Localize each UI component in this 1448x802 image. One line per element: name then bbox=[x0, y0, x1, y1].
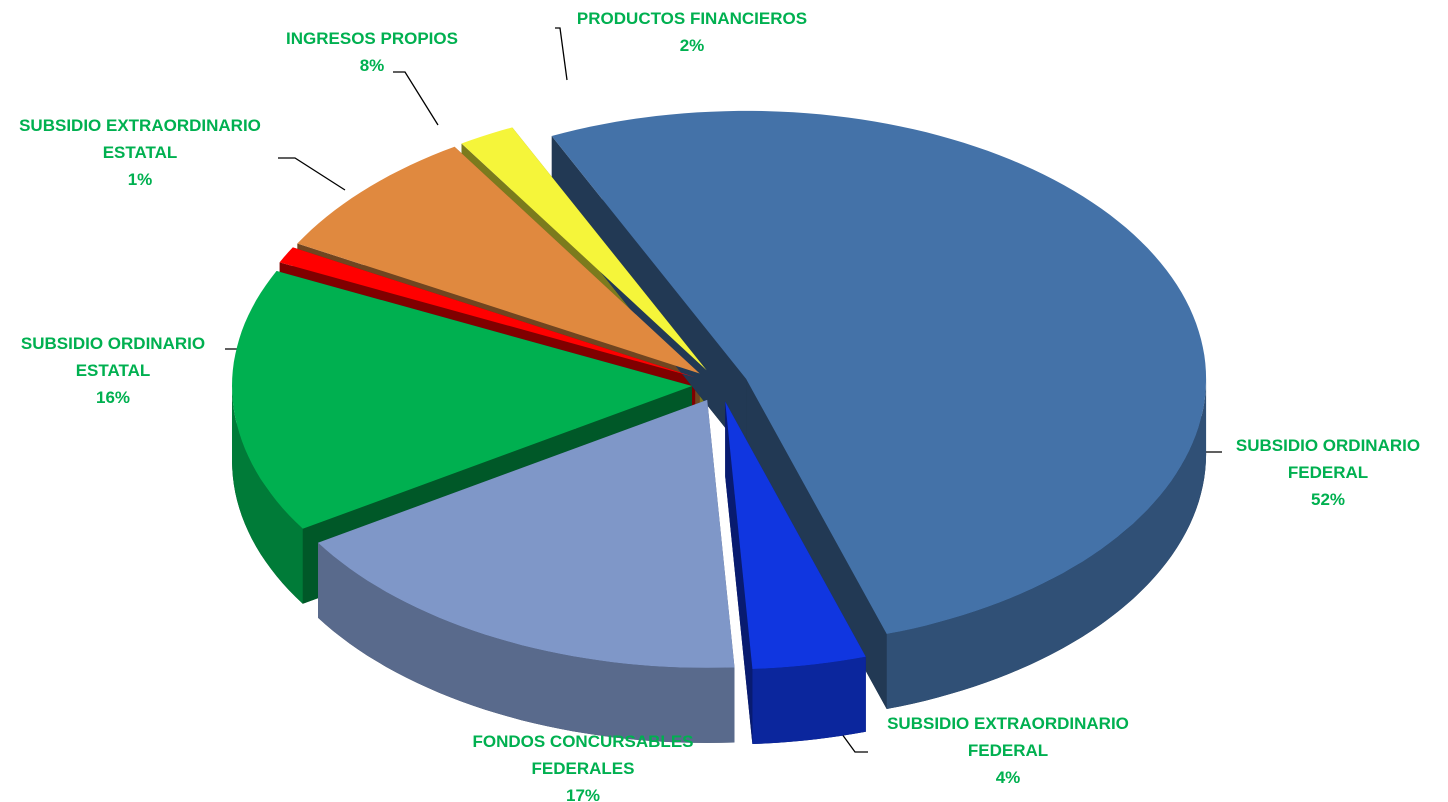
category-label: INGRESOS PROPIOS bbox=[286, 29, 458, 48]
data-label: SUBSIDIO EXTRAORDINARIO FEDERAL 4% bbox=[858, 710, 1158, 791]
category-label: SUBSIDIO ORDINARIO FEDERAL bbox=[1235, 436, 1421, 482]
slice-outer-wall bbox=[752, 656, 866, 744]
slice-outer-wall bbox=[318, 542, 735, 743]
data-label: INGRESOS PROPIOS 8% bbox=[262, 25, 482, 79]
value-label: 16% bbox=[95, 388, 131, 407]
category-label: FONDOS CONCURSABLES FEDERALES bbox=[472, 732, 694, 778]
slice-outer-wall bbox=[232, 386, 303, 604]
leader-line bbox=[393, 71, 439, 126]
value-label: 8% bbox=[359, 56, 385, 75]
slice bbox=[725, 401, 866, 669]
value-label: 52% bbox=[1310, 490, 1346, 509]
value-label: 2% bbox=[679, 36, 705, 55]
data-label: FONDOS CONCURSABLES FEDERALES 17% bbox=[448, 728, 718, 802]
leader-line bbox=[555, 27, 568, 81]
slice-radial-wall bbox=[551, 136, 747, 454]
slice bbox=[297, 146, 700, 374]
data-label: SUBSIDIO ORDINARIO FEDERAL 52% bbox=[1213, 432, 1443, 513]
slice bbox=[551, 110, 1207, 634]
slice bbox=[279, 247, 696, 378]
slice bbox=[232, 271, 692, 529]
category-label: SUBSIDIO EXTRAORDINARIO ESTATAL bbox=[19, 116, 261, 162]
value-label: 1% bbox=[127, 170, 153, 189]
slice-radial-wall bbox=[746, 378, 887, 709]
slice bbox=[461, 127, 707, 371]
leader-line bbox=[278, 157, 346, 191]
data-label: SUBSIDIO EXTRAORDINARIO ESTATAL 1% bbox=[0, 112, 285, 193]
category-label: PRODUCTOS FINANCIEROS bbox=[576, 9, 808, 28]
category-label: SUBSIDIO ORDINARIO ESTATAL bbox=[20, 334, 206, 380]
data-label: SUBSIDIO ORDINARIO ESTATAL 16% bbox=[0, 330, 228, 411]
data-label: PRODUCTOS FINANCIEROS 2% bbox=[542, 5, 842, 59]
slice-outer-wall bbox=[886, 378, 1207, 709]
slice-radial-wall bbox=[725, 401, 753, 744]
value-label: 4% bbox=[995, 768, 1021, 787]
category-label: SUBSIDIO EXTRAORDINARIO FEDERAL bbox=[887, 714, 1129, 760]
slice-tops bbox=[232, 110, 1207, 669]
slice bbox=[318, 399, 735, 668]
value-label: 17% bbox=[565, 786, 601, 802]
